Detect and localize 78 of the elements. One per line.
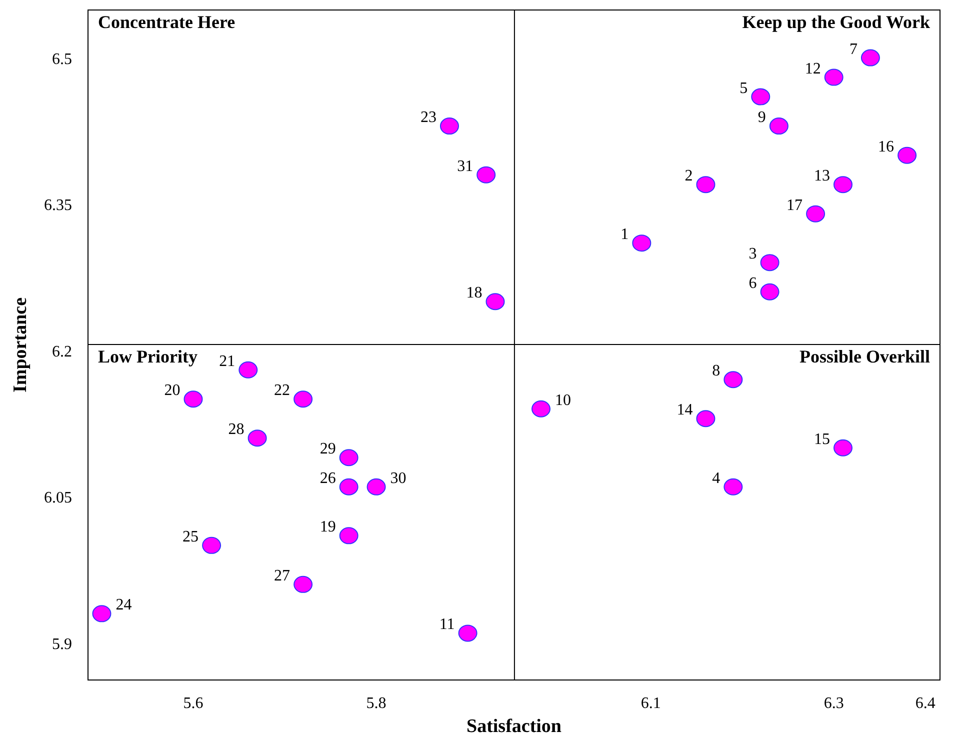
point [769,118,788,135]
annotation: 26 [320,470,336,487]
point [806,205,826,222]
x-tick-label: 5.6 [183,695,204,712]
point [339,449,358,466]
point [294,576,313,593]
annotation: 29 [320,440,336,458]
annotation: 9 [758,109,766,126]
x-tick-label: 5.8 [366,695,386,712]
point [860,49,880,66]
point [366,478,386,496]
annotation: 16 [878,138,894,156]
point [833,439,852,456]
y-tick-label: 6.5 [52,50,72,68]
annotation: 30 [390,470,406,487]
y-tick-label: 6.2 [52,343,72,360]
annotation: 31 [457,158,474,175]
point [486,293,505,310]
annotation: 27 [274,567,290,584]
point [760,254,780,272]
point [751,88,770,106]
point [339,478,358,496]
y-axis-title: Importance [10,298,31,392]
point [632,234,652,252]
point [440,118,459,135]
point [294,390,313,408]
annotation: Possible Overkill [800,346,930,367]
point [238,361,258,378]
x-axis-title: Satisfaction [466,716,562,737]
annotation: 11 [439,616,455,634]
annotation: 12 [804,60,821,78]
annotation: 15 [814,430,830,448]
annotation: 23 [420,109,436,126]
point [696,410,716,428]
point [202,536,222,554]
annotation: 5 [740,80,748,97]
annotation: 8 [712,362,720,380]
point [339,527,358,544]
annotation: 18 [466,284,482,302]
point [248,430,267,447]
y-tick-label: 6.35 [44,197,72,214]
annotation: 17 [786,196,803,214]
point [531,400,550,418]
point [724,371,743,388]
point [458,624,478,642]
annotation: 6 [748,274,757,292]
point [824,68,844,86]
annotation: 25 [182,528,199,546]
annotation: 3 [748,246,757,263]
point [184,390,203,408]
annotation: Keep up the Good Work [742,12,930,32]
point [833,176,852,194]
annotation: 2 [684,168,693,185]
y-tick-label: 6.05 [44,490,72,507]
x-tick-label: 6.4 [915,695,936,712]
point [760,283,780,300]
annotation: 22 [274,382,290,400]
annotation: 13 [814,168,830,185]
annotation: 7 [849,40,858,58]
x-tick-label: 6.1 [640,695,661,712]
point [696,176,716,194]
point [898,146,917,164]
annotation: Low Priority [98,346,198,367]
annotation: 21 [219,352,236,370]
annotation: 10 [554,392,571,409]
annotation: Concentrate Here [98,12,236,32]
annotation: 24 [116,596,132,614]
point [476,166,496,184]
annotation: 4 [712,470,720,487]
point [724,478,743,496]
y-tick-label: 5.9 [52,636,72,653]
annotation: 14 [676,402,693,419]
x-tick-label: 6.3 [824,695,844,712]
annotation: 19 [320,518,336,536]
annotation: 20 [164,382,180,400]
point [92,605,112,622]
annotation: 28 [228,421,244,438]
annotation: 1 [620,226,629,244]
